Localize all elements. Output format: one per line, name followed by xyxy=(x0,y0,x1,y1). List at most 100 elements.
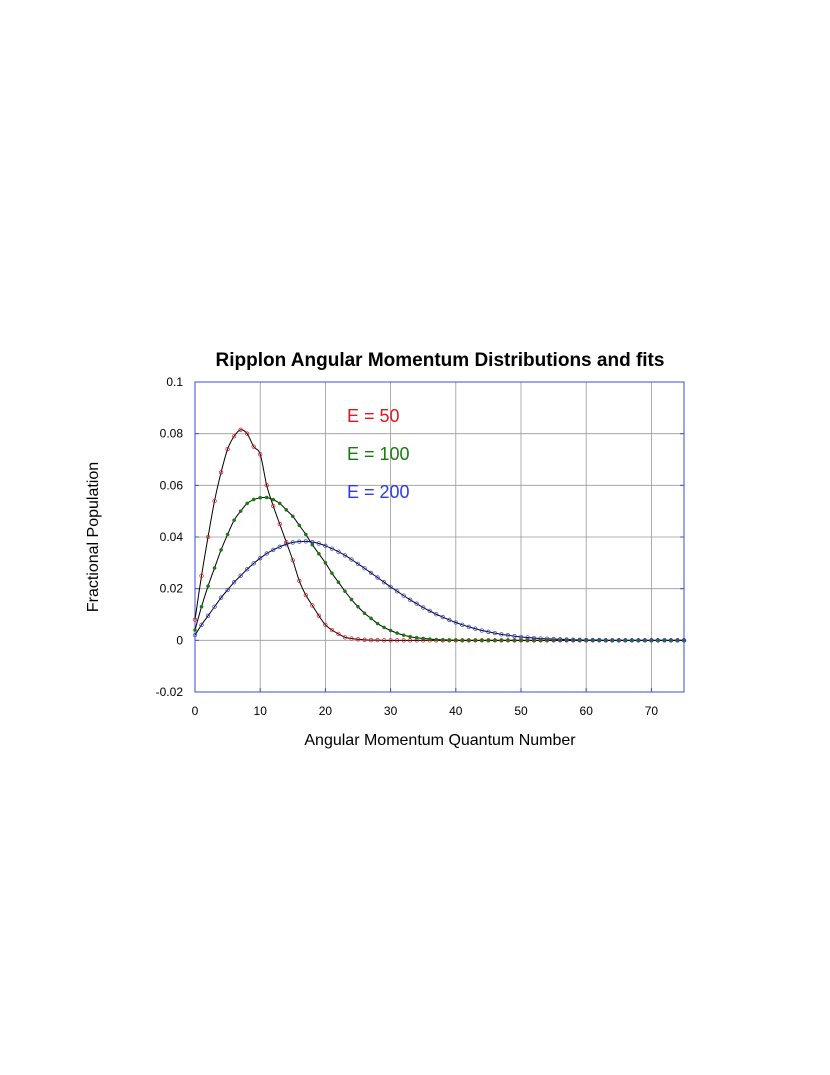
data-point-s1-35 xyxy=(421,636,426,641)
data-point-s2-46 xyxy=(492,630,498,636)
data-point-s2-3 xyxy=(212,604,217,609)
data-point-s2-22 xyxy=(336,549,341,554)
legend-e100: E = 100 xyxy=(347,444,410,464)
data-point-s1-28 xyxy=(375,621,380,626)
data-point-s2-56 xyxy=(557,637,563,642)
x-tick-label: 0 xyxy=(192,704,199,718)
data-point-s0-16 xyxy=(297,578,302,584)
data-point-s1-3 xyxy=(212,566,217,570)
data-point-s0-25 xyxy=(355,637,361,642)
data-point-s1-22 xyxy=(336,580,341,585)
data-point-s0-12 xyxy=(271,503,276,509)
y-tick-label: 0.1 xyxy=(166,375,183,389)
data-point-s2-54 xyxy=(544,636,550,641)
data-point-s0-18 xyxy=(310,603,315,608)
data-point-s2-50 xyxy=(518,634,524,640)
data-point-s1-21 xyxy=(330,571,334,576)
x-tick-label: 20 xyxy=(319,704,333,718)
legend-e200: E = 200 xyxy=(347,482,410,502)
data-point-s2-34 xyxy=(414,601,419,606)
data-point-s2-48 xyxy=(505,633,511,638)
data-point-s2-16 xyxy=(297,539,302,544)
data-point-s2-17 xyxy=(303,539,308,544)
data-point-s0-23 xyxy=(342,635,348,640)
data-point-s1-40 xyxy=(453,638,458,642)
data-point-s2-65 xyxy=(616,638,621,643)
data-point-s0-9 xyxy=(251,444,256,449)
data-point-s2-35 xyxy=(421,605,426,610)
data-point-s1-13 xyxy=(277,501,282,506)
data-point-s2-60 xyxy=(584,637,589,643)
data-point-s1-30 xyxy=(388,628,393,633)
data-point-s1-27 xyxy=(369,616,373,621)
data-point-s0-14 xyxy=(284,540,289,545)
data-point-s2-30 xyxy=(388,584,393,590)
data-point-s0-22 xyxy=(336,631,341,637)
data-point-s2-25 xyxy=(355,561,361,567)
y-axis-label: Fractional Population xyxy=(85,462,102,612)
fit-curve-0 xyxy=(194,429,684,641)
data-point-s1-19 xyxy=(317,551,321,556)
legend-e50: E = 50 xyxy=(347,406,400,426)
data-point-s2-2 xyxy=(205,613,211,618)
data-point-s1-1 xyxy=(199,604,204,609)
data-point-s2-6 xyxy=(231,580,237,585)
data-point-s0-8 xyxy=(245,431,250,436)
data-point-s2-61 xyxy=(590,637,595,643)
data-point-s0-13 xyxy=(277,521,282,527)
data-point-s1-0 xyxy=(193,628,197,632)
data-point-s2-63 xyxy=(603,638,608,643)
data-point-s2-45 xyxy=(486,629,491,634)
data-point-s2-75 xyxy=(681,638,687,643)
data-point-s2-14 xyxy=(284,542,289,547)
data-point-s2-0 xyxy=(192,633,198,638)
x-axis-ticks: 0 10 20 30 40 50 60 70 xyxy=(192,704,659,718)
x-tick-label: 30 xyxy=(384,704,398,718)
y-tick-label: -0.02 xyxy=(156,685,184,699)
data-point-s1-47 xyxy=(499,638,504,643)
data-points xyxy=(192,427,687,643)
fit-curve-1 xyxy=(194,496,684,641)
data-point-s2-23 xyxy=(342,553,348,558)
data-point-s2-37 xyxy=(434,612,439,617)
data-point-s1-12 xyxy=(271,497,276,502)
data-point-s0-27 xyxy=(368,637,374,643)
data-point-s1-44 xyxy=(480,638,484,643)
data-point-s2-33 xyxy=(408,597,413,602)
data-point-s2-59 xyxy=(577,637,582,642)
data-point-s2-39 xyxy=(447,617,452,623)
data-point-s2-8 xyxy=(245,567,250,572)
data-point-s1-34 xyxy=(414,635,419,640)
data-point-s0-15 xyxy=(290,558,295,563)
data-point-s2-19 xyxy=(316,541,322,546)
data-point-s2-43 xyxy=(473,626,478,631)
data-point-s1-14 xyxy=(284,508,289,512)
data-point-s1-36 xyxy=(427,637,432,641)
data-point-s1-31 xyxy=(395,631,399,635)
fit-curves xyxy=(194,429,684,641)
x-tick-label: 50 xyxy=(514,704,528,718)
data-point-s2-1 xyxy=(199,622,204,627)
y-tick-label: 0.04 xyxy=(160,530,184,544)
data-point-s1-8 xyxy=(245,501,250,506)
data-point-s2-28 xyxy=(375,575,380,580)
data-point-s0-21 xyxy=(329,627,335,633)
x-tick-label: 40 xyxy=(449,704,463,718)
data-point-s1-6 xyxy=(232,518,236,523)
data-point-s2-69 xyxy=(642,638,648,643)
data-point-s2-21 xyxy=(329,546,335,551)
data-point-s1-4 xyxy=(219,548,223,552)
data-point-s2-72 xyxy=(662,638,667,643)
data-point-s1-16 xyxy=(297,523,302,528)
data-point-s2-44 xyxy=(479,628,485,633)
data-point-s2-58 xyxy=(571,637,576,642)
data-point-s2-51 xyxy=(525,635,530,640)
data-point-s2-73 xyxy=(668,638,674,643)
data-point-s1-37 xyxy=(434,637,439,642)
data-point-s2-64 xyxy=(610,638,615,643)
data-point-s1-39 xyxy=(447,638,452,642)
x-tick-label: 10 xyxy=(254,704,268,718)
data-point-s0-10 xyxy=(258,452,263,457)
data-point-s0-0 xyxy=(192,617,198,622)
data-point-s1-38 xyxy=(440,637,445,642)
